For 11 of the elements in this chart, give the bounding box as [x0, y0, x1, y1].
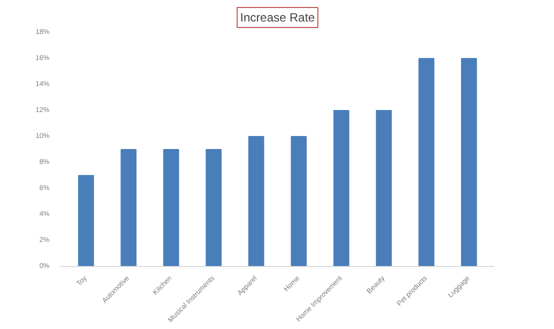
bar	[376, 110, 392, 266]
bar	[78, 175, 94, 266]
bar	[206, 149, 222, 266]
bar	[461, 58, 477, 266]
bar	[418, 58, 434, 266]
chart-title: Increase Rate	[240, 10, 316, 24]
bar	[163, 149, 180, 266]
bar	[120, 149, 137, 266]
bar	[333, 110, 350, 266]
bar	[248, 136, 264, 266]
bar	[290, 136, 307, 266]
